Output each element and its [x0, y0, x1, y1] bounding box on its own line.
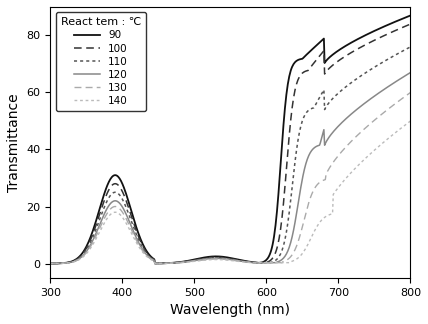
110 — [243, 260, 248, 263]
Line: 90: 90 — [51, 16, 410, 263]
130 — [408, 90, 413, 94]
140 — [219, 258, 224, 261]
110 — [262, 261, 267, 265]
90 — [243, 259, 248, 263]
130 — [221, 257, 226, 261]
100 — [399, 26, 404, 30]
140 — [221, 258, 226, 262]
X-axis label: Wavelength (nm): Wavelength (nm) — [170, 303, 291, 317]
110 — [221, 256, 226, 260]
100 — [219, 256, 224, 260]
100 — [262, 261, 267, 265]
110 — [408, 45, 413, 49]
120 — [343, 117, 348, 121]
Line: 130: 130 — [51, 92, 410, 263]
140 — [48, 261, 53, 265]
110 — [399, 50, 404, 53]
100 — [48, 261, 53, 265]
110 — [343, 85, 348, 89]
Line: 110: 110 — [51, 47, 410, 263]
140 — [408, 119, 413, 123]
100 — [221, 256, 226, 260]
90 — [408, 14, 413, 17]
130 — [262, 261, 267, 265]
130 — [48, 261, 53, 265]
90 — [399, 17, 404, 21]
110 — [48, 261, 53, 265]
120 — [243, 260, 248, 264]
120 — [48, 261, 53, 265]
140 — [262, 261, 267, 265]
130 — [219, 257, 224, 261]
Y-axis label: Transmittance: Transmittance — [7, 93, 21, 192]
140 — [343, 177, 348, 181]
120 — [262, 261, 267, 265]
90 — [262, 259, 267, 263]
100 — [408, 22, 413, 26]
130 — [343, 145, 348, 149]
130 — [399, 97, 404, 101]
90 — [48, 261, 53, 265]
Legend: 90, 100, 110, 120, 130, 140: 90, 100, 110, 120, 130, 140 — [56, 12, 146, 111]
Line: 140: 140 — [51, 121, 410, 263]
Line: 100: 100 — [51, 24, 410, 263]
120 — [219, 257, 224, 260]
110 — [219, 256, 224, 260]
140 — [243, 260, 248, 264]
100 — [243, 260, 248, 263]
120 — [221, 257, 226, 261]
130 — [243, 260, 248, 264]
100 — [343, 54, 348, 58]
90 — [219, 255, 224, 259]
120 — [408, 71, 413, 75]
120 — [399, 76, 404, 80]
Line: 120: 120 — [51, 73, 410, 263]
140 — [399, 126, 404, 130]
90 — [343, 44, 348, 48]
90 — [221, 255, 226, 259]
